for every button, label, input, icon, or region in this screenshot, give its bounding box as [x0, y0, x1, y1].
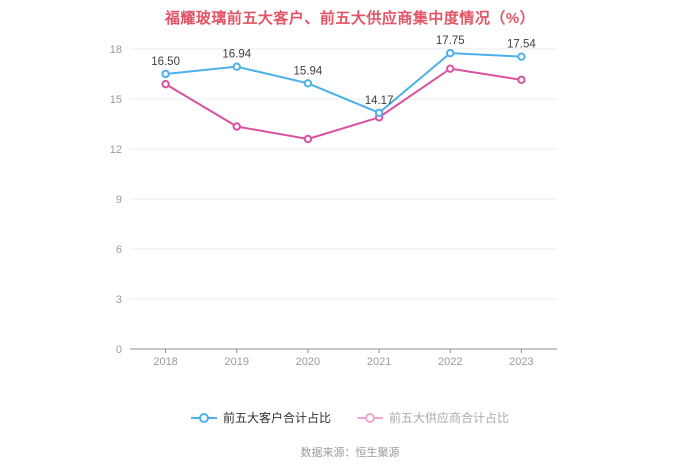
data-point: [517, 52, 526, 61]
chart-title: 福耀玻璃前五大客户、前五大供应商集中度情况（%）: [164, 10, 536, 27]
data-point: [446, 64, 455, 73]
data-label: 14.17: [365, 95, 394, 107]
y-axis-tick-label: 9: [116, 194, 122, 206]
y-axis-tick-label: 6: [116, 244, 122, 256]
y-axis-tick-label: 18: [110, 44, 122, 56]
legend-label-suppliers: 前五大供应商合计占比: [389, 411, 510, 425]
legend-item-customers[interactable]: 前五大客户合计占比: [190, 409, 331, 426]
data-label: 16.50: [151, 56, 180, 68]
series-line: [165, 67, 522, 140]
y-axis-tick-label: 12: [110, 144, 122, 156]
y-axis-tick-label: 3: [116, 294, 122, 306]
data-label: 17.75: [436, 35, 465, 47]
data-label: 17.54: [507, 39, 536, 51]
data-label: 16.94: [222, 49, 251, 61]
y-axis-tick-label: 0: [116, 344, 122, 356]
data-source-caption: 数据来源：恒生聚源: [300, 447, 400, 459]
x-axis-tick-label: 2019: [225, 356, 249, 368]
data-point: [374, 108, 384, 118]
data-point: [517, 75, 526, 85]
data-point: [232, 122, 241, 131]
x-axis-tick-label: 2023: [509, 356, 533, 368]
legend-marker-suppliers-icon: [357, 412, 383, 423]
legend-label-customers: 前五大客户合计占比: [222, 411, 331, 425]
x-axis-tick-label: 2018: [153, 356, 177, 368]
chart-legend: 前五大客户合计占比 前五大供应商合计占比: [0, 409, 700, 426]
data-point: [232, 62, 241, 71]
legend-item-suppliers[interactable]: 前五大供应商合计占比: [357, 409, 509, 426]
y-axis-tick-label: 15: [110, 94, 122, 106]
data-point: [161, 69, 170, 79]
data-point: [161, 79, 170, 89]
data-point: [446, 48, 455, 58]
x-axis-tick-label: 2022: [438, 356, 462, 368]
data-point: [303, 79, 313, 88]
data-label: 15.94: [294, 65, 323, 77]
x-axis-tick-label: 2021: [367, 356, 391, 368]
x-axis-tick-label: 2020: [296, 356, 320, 368]
series-line: [165, 52, 522, 114]
data-point: [303, 134, 313, 144]
legend-marker-customers-icon: [190, 412, 217, 423]
